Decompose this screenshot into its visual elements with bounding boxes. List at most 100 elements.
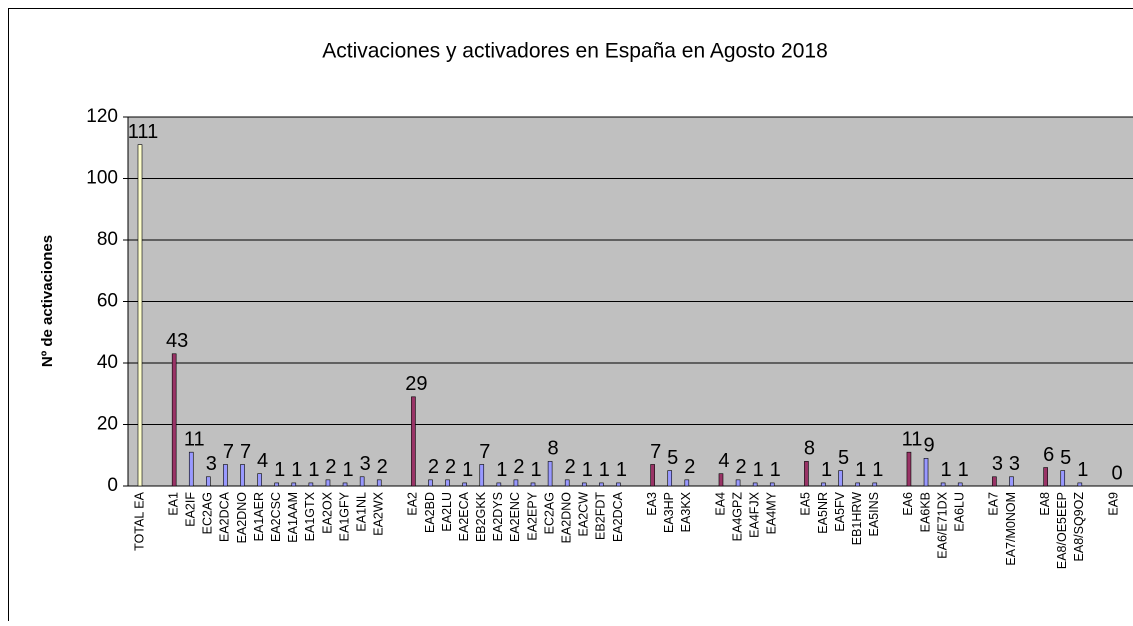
bar <box>599 483 603 486</box>
x-tick-label: EA9 <box>1106 492 1120 516</box>
y-axis-label: Nº de activaciones <box>39 235 56 367</box>
x-tick-label: EA7/M0NOM <box>1004 492 1018 566</box>
x-tick-label: EA7 <box>987 492 1001 516</box>
x-tick-label: EA1 <box>166 492 180 516</box>
data-label: 11 <box>902 428 923 450</box>
data-label: 1 <box>1077 459 1088 481</box>
bar <box>206 477 210 486</box>
x-tick-label: EC2AG <box>201 492 215 534</box>
bar <box>1044 468 1048 486</box>
x-tick-label: EA2IF <box>184 492 198 527</box>
data-label: 1 <box>821 459 832 481</box>
data-label: 1 <box>616 459 627 481</box>
bar <box>138 145 142 486</box>
data-label: 111 <box>128 121 158 143</box>
data-label: 1 <box>941 459 952 481</box>
data-label: 1 <box>274 459 285 481</box>
bar <box>172 354 176 486</box>
x-tick-label: EA2LU <box>440 492 454 532</box>
bar <box>685 480 689 486</box>
bar <box>1061 471 1065 486</box>
x-tick-label: EA2CW <box>577 492 591 537</box>
bar <box>1078 483 1082 486</box>
bar <box>668 471 672 486</box>
x-tick-label: EA2WX <box>372 491 386 535</box>
y-tick-label: 100 <box>86 168 118 189</box>
data-label: 7 <box>479 441 490 463</box>
bar <box>941 483 945 486</box>
y-tick-label: 60 <box>97 291 118 312</box>
data-label: 2 <box>377 456 388 478</box>
y-tick-label: 0 <box>107 475 118 496</box>
chart-title: Activaciones y activadores en España en … <box>322 40 828 63</box>
data-label: 4 <box>718 450 729 472</box>
bar <box>958 483 962 486</box>
bar <box>343 483 347 486</box>
x-tick-label: EA2ENC <box>508 492 522 542</box>
data-label: 1 <box>872 459 883 481</box>
y-tick-label: 40 <box>97 352 118 373</box>
bar <box>804 461 808 486</box>
data-label: 1 <box>530 459 541 481</box>
bar <box>326 480 330 486</box>
x-tick-label: TOTAL EA <box>132 491 146 550</box>
bar <box>446 480 450 486</box>
x-tick-label: EA8/OE5EEP <box>1055 492 1069 569</box>
data-label: 9 <box>923 435 934 457</box>
bar <box>411 397 415 486</box>
bar <box>565 480 569 486</box>
x-tick-label: EA2DNO <box>235 492 249 544</box>
x-tick-label: EA6/E71DX <box>935 491 949 558</box>
bar <box>582 483 586 486</box>
x-tick-label: EB2GKK <box>474 491 488 542</box>
data-label: 1 <box>855 459 866 481</box>
x-tick-label: EA2OX <box>320 491 334 533</box>
data-label: 6 <box>1043 444 1054 466</box>
x-tick-label: EA1GFY <box>337 491 351 541</box>
data-label: 1 <box>342 459 353 481</box>
bar <box>907 452 911 486</box>
bar <box>753 483 757 486</box>
data-label: 5 <box>667 447 678 469</box>
bar <box>531 483 535 486</box>
x-tick-label: EA2BD <box>423 492 437 533</box>
data-label: 1 <box>599 459 610 481</box>
x-tick-label: EA5NR <box>816 492 830 534</box>
bar <box>514 480 518 486</box>
bar <box>651 464 655 486</box>
x-tick-label: EA8/SQ9OZ <box>1072 492 1086 562</box>
bar <box>360 477 364 486</box>
bar <box>223 464 227 486</box>
bar <box>548 461 552 486</box>
data-label: 2 <box>428 456 439 478</box>
x-tick-label: EA2ECA <box>457 491 471 541</box>
x-tick-label: EA2CSC <box>269 492 283 542</box>
x-tick-label: EA2DNO <box>559 492 573 544</box>
data-label: 43 <box>166 330 188 352</box>
data-label: 1 <box>308 459 319 481</box>
y-tick-label: 120 <box>86 106 118 127</box>
x-tick-label: EA3HP <box>662 492 676 533</box>
data-label: 1 <box>462 459 473 481</box>
bar <box>309 483 313 486</box>
x-tick-label: EA2DCA <box>218 491 232 542</box>
bar <box>463 483 467 486</box>
y-tick-label: 20 <box>97 414 118 435</box>
x-tick-label: EA3 <box>645 492 659 516</box>
x-tick-label: EA6LU <box>953 492 967 532</box>
x-tick-label: EA5FV <box>833 491 847 531</box>
bar <box>258 474 262 486</box>
bar <box>1009 477 1013 486</box>
x-tick-label: EA6 <box>901 492 915 516</box>
bar <box>719 474 723 486</box>
data-label: 3 <box>992 453 1003 475</box>
data-label: 0 <box>1111 462 1122 484</box>
data-label: 1 <box>958 459 969 481</box>
y-tick-label: 80 <box>97 229 118 250</box>
x-tick-label: EA1GTX <box>303 491 317 541</box>
data-label: 2 <box>565 456 576 478</box>
data-label: 1 <box>582 459 593 481</box>
x-tick-label: EB1HRW <box>850 492 864 545</box>
data-label: 7 <box>223 441 234 463</box>
